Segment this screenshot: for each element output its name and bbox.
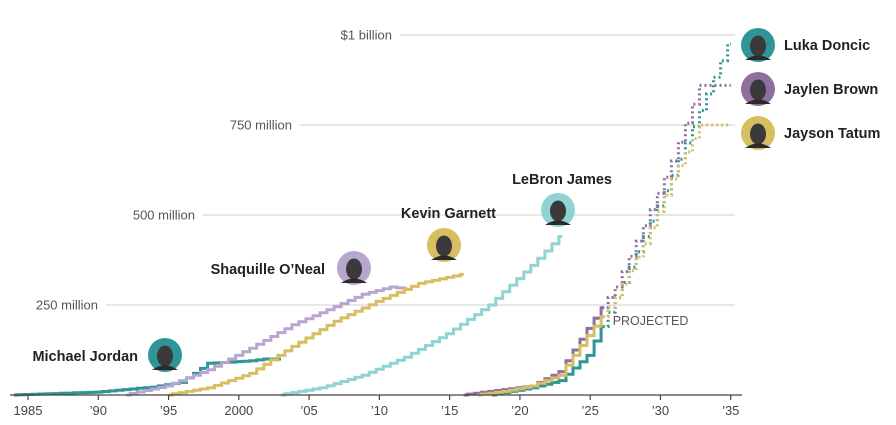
shoulders-icon — [745, 55, 771, 60]
shoulders-icon — [152, 365, 178, 370]
face-icon — [550, 200, 566, 222]
face-icon — [750, 123, 766, 145]
face-icon — [750, 35, 766, 57]
x-axis: 1985 ’90 ’95 2000 ’05 ’10 ’15 ’20 ’25 ’30 ’35 — [10, 394, 742, 418]
player-name: Luka Doncic — [784, 38, 870, 54]
shoulders-icon — [545, 220, 571, 225]
y-tick-label: 500 million — [133, 208, 195, 223]
x-tick-label: ’05 — [300, 403, 317, 418]
grid-lines: 250 million 500 million 750 million $1 bill… — [36, 28, 735, 313]
face-icon — [346, 258, 362, 280]
x-tick-label: ’10 — [371, 403, 388, 418]
player-label: LeBron James — [512, 172, 612, 227]
player-name: Michael Jordan — [32, 349, 138, 365]
y-tick-label: 250 million — [36, 298, 98, 313]
series-line — [281, 235, 563, 397]
series-line-projected — [597, 123, 731, 328]
y-tick-label: $1 billion — [341, 28, 392, 43]
player-name: Shaquille O’Neal — [211, 262, 325, 278]
x-tick-label: ’35 — [722, 403, 739, 418]
series-line — [13, 357, 281, 397]
series-line-actual — [463, 306, 605, 397]
x-tick-label: ’90 — [90, 403, 107, 418]
player-label: Kevin Garnett — [401, 206, 496, 262]
x-tick-label: ’25 — [582, 403, 599, 418]
shoulders-icon — [341, 278, 367, 283]
series-line — [126, 285, 408, 397]
player-name: Jayson Tatum — [784, 126, 880, 142]
x-tick-label: ’30 — [652, 403, 669, 418]
player-label: Jaylen Brown — [741, 72, 878, 106]
shoulders-icon — [745, 143, 771, 148]
player-labels: Michael Jordan Shaquille O’Neal Kevin Garn… — [32, 28, 880, 372]
player-label: Jayson Tatum — [741, 116, 880, 150]
series-lines — [13, 42, 731, 397]
face-icon — [436, 235, 452, 257]
player-label: Shaquille O’Neal — [211, 251, 371, 285]
player-label: Luka Doncic — [741, 28, 870, 62]
face-icon — [750, 79, 766, 101]
x-tick-label: 2000 — [224, 403, 253, 418]
x-tick-label: 1985 — [14, 403, 43, 418]
series-line — [168, 272, 464, 397]
shoulders-icon — [431, 255, 457, 260]
x-tick-label: ’95 — [160, 403, 177, 418]
shoulders-icon — [745, 99, 771, 104]
player-name: Jaylen Brown — [784, 82, 878, 98]
x-tick-label: ’20 — [511, 403, 528, 418]
y-tick-label: 750 million — [230, 118, 292, 133]
player-name: LeBron James — [512, 172, 612, 188]
player-label: Michael Jordan — [32, 338, 182, 372]
x-tick-label: ’15 — [441, 403, 458, 418]
face-icon — [157, 345, 173, 367]
player-name: Kevin Garnett — [401, 206, 496, 222]
series-line-projected — [597, 83, 731, 320]
series-line-actual — [477, 315, 605, 397]
projected-annotation: PROJECTED — [613, 314, 689, 328]
